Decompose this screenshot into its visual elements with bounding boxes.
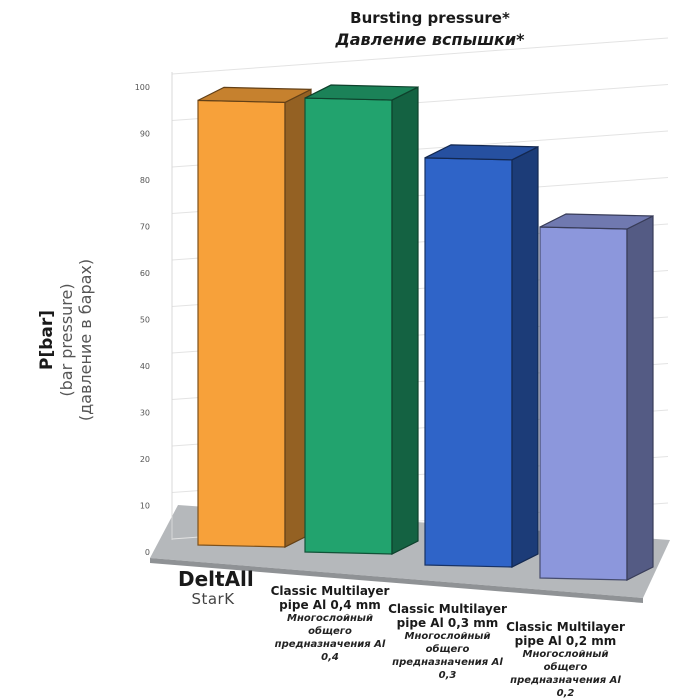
category-label-2: Classic Multilayer pipe Al 0,3 mm Многос… xyxy=(385,602,510,682)
bar-side xyxy=(626,215,654,581)
y-tick-label: 60 xyxy=(140,269,150,278)
bar xyxy=(539,226,628,581)
chart-floor-edge xyxy=(150,558,643,603)
title-ru: Давление вспышки* xyxy=(335,30,525,49)
category-label-3: Classic Multilayer pipe Al 0,2 mm Многос… xyxy=(503,620,628,700)
category-name-1: Classic Multilayer pipe Al 0,4 mm xyxy=(270,584,390,612)
category-sub-0: StarK xyxy=(191,590,235,608)
category-label-0: DeltAll StarK xyxy=(178,567,254,608)
y-tick-label: 30 xyxy=(140,409,150,418)
gridline xyxy=(171,37,669,75)
bar xyxy=(424,157,513,568)
category-name-3: Classic Multilayer pipe Al 0,2 mm xyxy=(506,620,625,648)
title-en: Bursting pressure* xyxy=(350,9,510,27)
y-tick-label: 0 xyxy=(145,548,150,557)
category-name-0: DeltAll xyxy=(178,567,254,591)
bar xyxy=(304,97,393,555)
y-tick-label: 20 xyxy=(140,455,150,464)
y-tick-label: 50 xyxy=(140,316,150,325)
chart-title: Bursting pressure* Давление вспышки* xyxy=(250,8,610,50)
bar xyxy=(197,99,286,548)
category-sub-3: Многослойный общего предназначения Al 0,… xyxy=(510,649,621,699)
bar-side xyxy=(391,86,419,555)
bar-top xyxy=(539,213,654,230)
y-tick-label: 80 xyxy=(140,176,150,185)
y-tick-label: 70 xyxy=(140,223,150,232)
y-tick-label: 90 xyxy=(140,130,150,139)
bar-top xyxy=(424,144,539,161)
bar-side xyxy=(511,145,539,568)
y-tick-label: 100 xyxy=(135,83,150,92)
category-sub-2: Многослойный общего предназначения Al 0,… xyxy=(392,631,503,681)
y-tick-label: 10 xyxy=(140,502,150,511)
category-name-2: Classic Multilayer pipe Al 0,3 mm xyxy=(388,602,507,630)
category-label-1: Classic Multilayer pipe Al 0,4 mm Многос… xyxy=(270,584,390,664)
category-sub-1: Многослойный общего предназначения Al 0,… xyxy=(274,613,386,663)
bar-top xyxy=(197,86,312,104)
y-tick-label: 40 xyxy=(140,362,150,371)
bar-top xyxy=(304,84,419,101)
